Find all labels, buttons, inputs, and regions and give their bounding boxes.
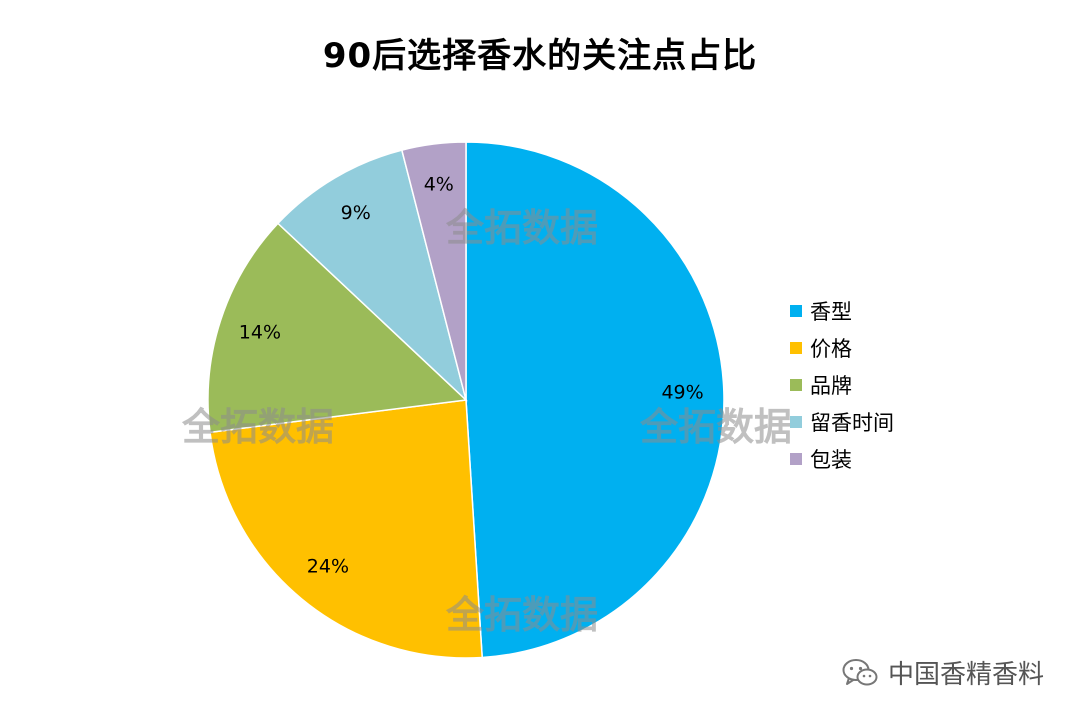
pie-data-label: 4% — [424, 174, 454, 196]
wechat-icon — [842, 658, 878, 685]
chart-title: 90后选择香水的关注点占比 — [322, 36, 758, 76]
pie-data-labels: 49% 24% 14% 9% 4% — [239, 174, 704, 578]
legend-item: 留香时间 — [790, 403, 894, 440]
footer-label: 中国香精香料 — [887, 660, 1044, 690]
pie-slice — [400, 141, 467, 401]
legend-item: 香型 — [790, 292, 894, 329]
legend: 香型 价格 品牌 留香时间 包装 — [790, 292, 894, 477]
legend-swatch — [790, 341, 802, 354]
pie-slice — [465, 141, 725, 659]
legend-label: 包装 — [810, 447, 852, 472]
legend-label: 价格 — [810, 336, 852, 361]
pie-slice — [207, 222, 468, 434]
legend-item: 品牌 — [790, 366, 894, 403]
pie-data-label: 49% — [661, 382, 703, 404]
legend-swatch — [790, 452, 802, 465]
legend-swatch — [790, 304, 802, 317]
legend-item: 价格 — [790, 329, 894, 366]
legend-item: 包装 — [790, 440, 894, 477]
pie-data-label: 24% — [307, 556, 349, 578]
pie-slices — [207, 141, 725, 659]
pie-slice — [276, 149, 468, 403]
pie-data-label: 9% — [341, 202, 371, 224]
legend-label: 品牌 — [810, 373, 852, 398]
legend-label: 留香时间 — [810, 410, 894, 435]
legend-swatch — [790, 378, 802, 391]
legend-swatch — [790, 415, 802, 428]
pie-data-label: 14% — [239, 322, 281, 344]
pie-slice — [209, 399, 483, 659]
footer-credit: 中国香精香料 — [842, 654, 1044, 691]
legend-label: 香型 — [810, 299, 852, 324]
